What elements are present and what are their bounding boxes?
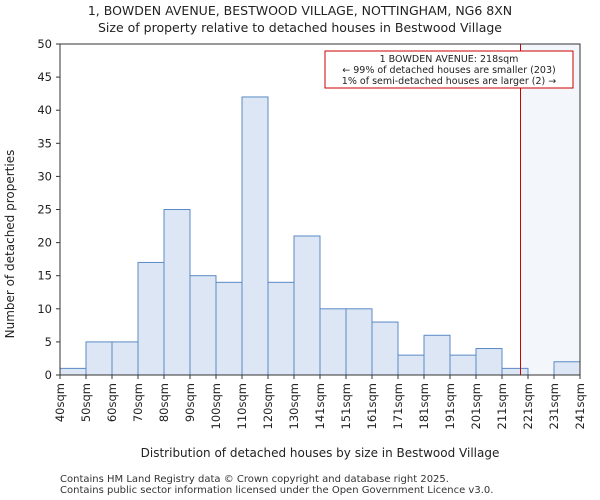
footer-copyright: Contains HM Land Registry data © Crown c… — [60, 474, 449, 485]
y-tick-label: 50 — [37, 37, 52, 51]
y-tick-label: 35 — [37, 136, 52, 150]
x-tick-label: 40sqm — [53, 383, 67, 422]
x-tick-label: 161sqm — [365, 383, 379, 429]
bars-group — [59, 96, 581, 376]
x-tick-label: 171sqm — [391, 383, 405, 429]
bar-171sqm — [397, 354, 425, 376]
bar-70sqm — [137, 261, 165, 376]
x-tick-label: 80sqm — [157, 383, 171, 422]
x-axis-label: Distribution of detached houses by size … — [141, 446, 500, 460]
x-tick-label: 241sqm — [573, 383, 587, 429]
bar-201sqm — [475, 348, 503, 376]
x-tick-label: 100sqm — [209, 383, 223, 429]
y-tick-label: 15 — [37, 269, 52, 283]
bar-40sqm — [59, 367, 87, 376]
bar-100sqm — [215, 281, 243, 376]
footer-licence: Contains public sector information licen… — [60, 485, 494, 496]
y-tick-label: 20 — [37, 236, 52, 250]
annotation-box — [324, 50, 574, 89]
annotation-line-2: ← 99% of detached houses are smaller (20… — [342, 65, 555, 76]
y-axis-label: Number of detached properties — [3, 150, 17, 339]
bar-141sqm — [319, 308, 347, 376]
bar-231sqm — [553, 361, 581, 376]
larger-properties-shade — [520, 44, 580, 375]
bar-90sqm — [189, 275, 217, 376]
x-tick-label: 141sqm — [313, 383, 327, 429]
y-tick-label: 30 — [37, 169, 52, 183]
x-tick-label: 151sqm — [339, 383, 353, 429]
x-tick-label: 90sqm — [183, 383, 197, 422]
x-tick-label: 221sqm — [521, 383, 535, 429]
x-tick-label: 50sqm — [79, 383, 93, 422]
y-axis-ticks: 0 5 10 15 20 25 30 35 40 45 50 — [37, 37, 60, 382]
bar-60sqm — [111, 341, 139, 376]
x-tick-label: 201sqm — [469, 383, 483, 429]
bar-191sqm — [449, 354, 477, 376]
annotation-line-1: 1 BOWDEN AVENUE: 218sqm — [380, 54, 519, 65]
x-tick-label: 120sqm — [261, 383, 275, 429]
x-tick-label: 60sqm — [105, 383, 119, 422]
x-tick-label: 110sqm — [235, 383, 249, 429]
y-tick-label: 25 — [37, 203, 52, 217]
plot-frame — [59, 43, 581, 376]
bar-130sqm — [293, 235, 321, 376]
bar-50sqm — [85, 341, 113, 376]
bar-211sqm — [501, 367, 529, 376]
x-tick-label: 211sqm — [495, 383, 509, 429]
y-tick-label: 45 — [37, 70, 52, 84]
y-tick-label: 0 — [45, 368, 52, 382]
x-tick-label: 181sqm — [417, 383, 431, 429]
bar-110sqm — [241, 96, 269, 376]
chart-title-address: 1, BOWDEN AVENUE, BESTWOOD VILLAGE, NOTT… — [87, 3, 513, 18]
y-tick-label: 10 — [37, 302, 52, 316]
x-tick-label: 70sqm — [131, 383, 145, 422]
x-tick-label: 191sqm — [443, 383, 457, 429]
x-tick-label: 130sqm — [287, 383, 301, 429]
annotation-line-3: 1% of semi-detached houses are larger (2… — [342, 76, 556, 87]
bar-151sqm — [345, 308, 373, 376]
x-axis-ticks: 40sqm 50sqm 60sqm 70sqm 80sqm 90sqm 100sqm 110s… — [53, 375, 587, 429]
bar-181sqm — [423, 334, 451, 376]
x-tick-label: 231sqm — [547, 383, 561, 429]
chart-title-subtitle: Size of property relative to detached ho… — [98, 20, 502, 35]
bar-120sqm — [267, 281, 295, 376]
y-tick-label: 5 — [45, 335, 52, 349]
bar-80sqm — [163, 209, 191, 376]
bar-161sqm — [371, 321, 399, 376]
y-tick-label: 40 — [37, 103, 52, 117]
